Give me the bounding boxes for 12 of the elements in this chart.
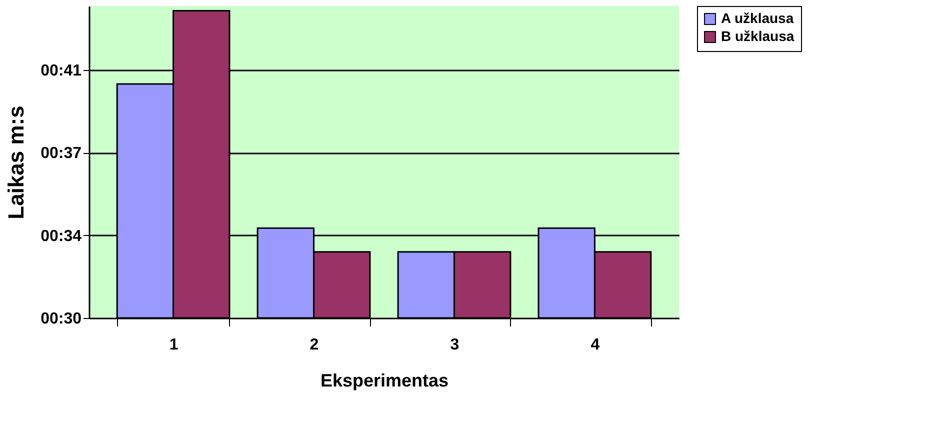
y-tick-label: 00:37	[40, 145, 82, 162]
y-tick-label: 00:41	[40, 62, 82, 80]
y-axis-title: Laikas m:s	[4, 106, 29, 220]
x-tick-label: 4	[590, 336, 600, 354]
x-tick-label: 1	[169, 336, 178, 354]
x-axis-title: Eksperimentas	[320, 370, 449, 390]
y-tick-label: 00:30	[40, 310, 82, 328]
legend-label: B užklausa	[721, 28, 794, 44]
y-tick-label: 00:34	[40, 228, 82, 245]
x-tick-label: 3	[450, 336, 460, 354]
x-tick-label: 2	[310, 336, 319, 354]
legend-label: A užklausa	[721, 10, 794, 26]
